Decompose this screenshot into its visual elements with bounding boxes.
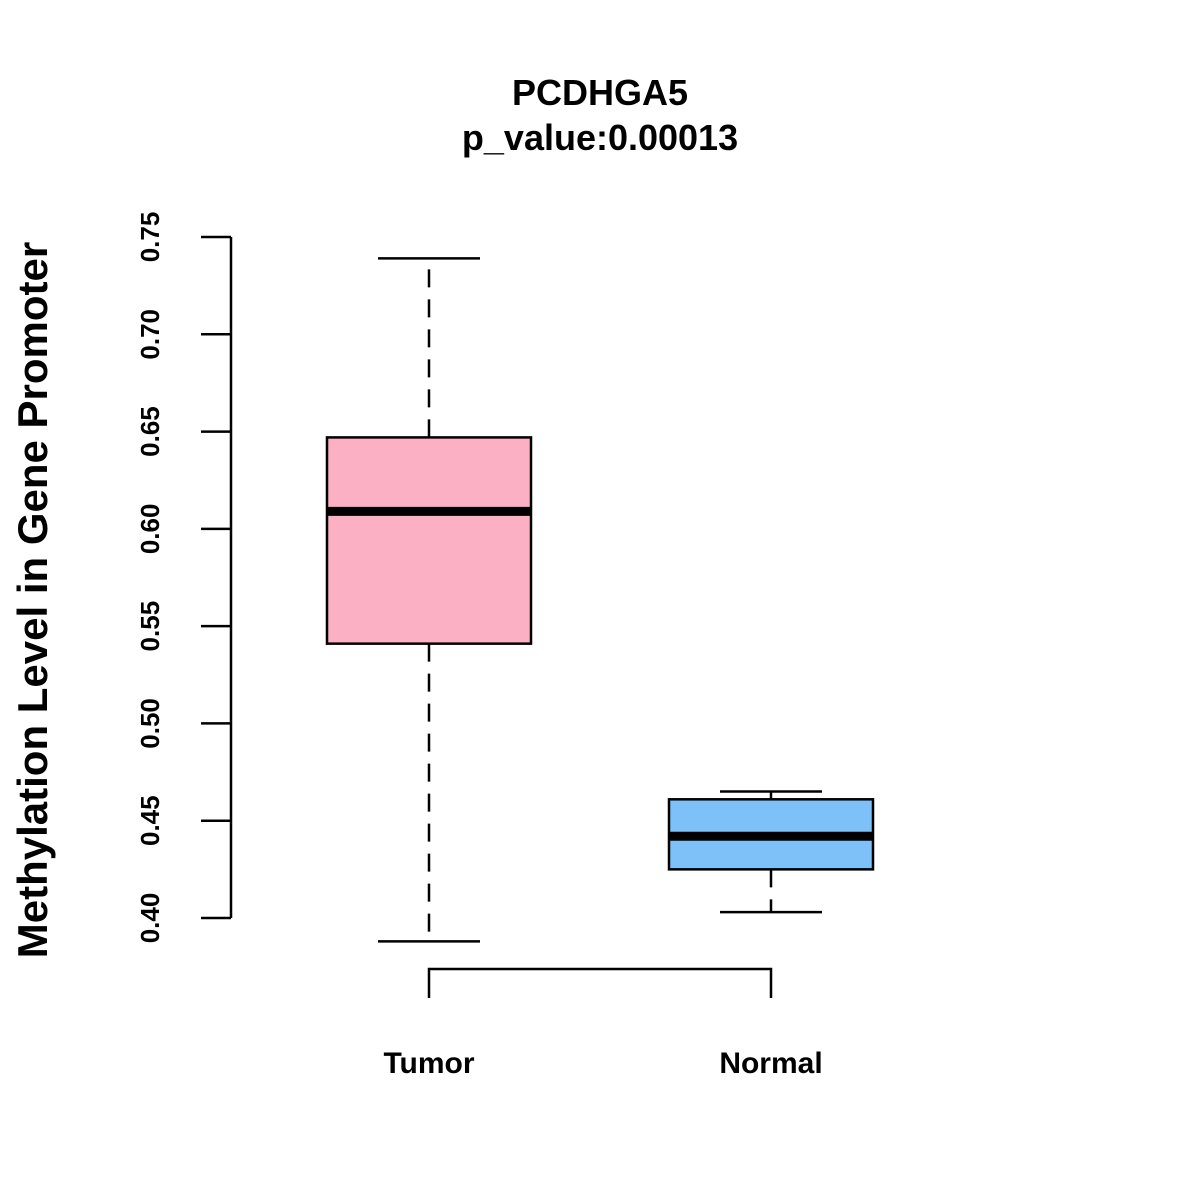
y-tick-label: 0.45 [135,795,165,846]
y-tick-label: 0.55 [135,601,165,652]
category-label-normal: Normal [719,1047,822,1080]
category-label-tumor: Tumor [383,1047,474,1080]
y-tick-label: 0.40 [135,893,165,944]
y-axis-label: Methylation Level in Gene Promoter [9,242,56,958]
box-tumor [325,257,533,943]
y-tick-label: 0.50 [135,698,165,749]
box-normal [667,790,875,914]
y-tick-label: 0.65 [135,406,165,457]
y-tick-label: 0.60 [135,504,165,555]
y-tick-label: 0.75 [135,212,165,263]
chart-subtitle: p_value:0.00013 [462,117,738,158]
category-labels: Tumor Normal [383,1047,822,1080]
y-axis: 0.40 0.45 0.50 0.55 0.60 0.65 0.70 0.75 [135,212,233,944]
boxes-layer [325,257,875,943]
iqr-box [325,436,533,645]
bracket-line [427,967,773,998]
y-tick-label: 0.70 [135,309,165,360]
significance-bracket [427,967,773,998]
chart-title: PCDHGA5 [512,72,688,113]
